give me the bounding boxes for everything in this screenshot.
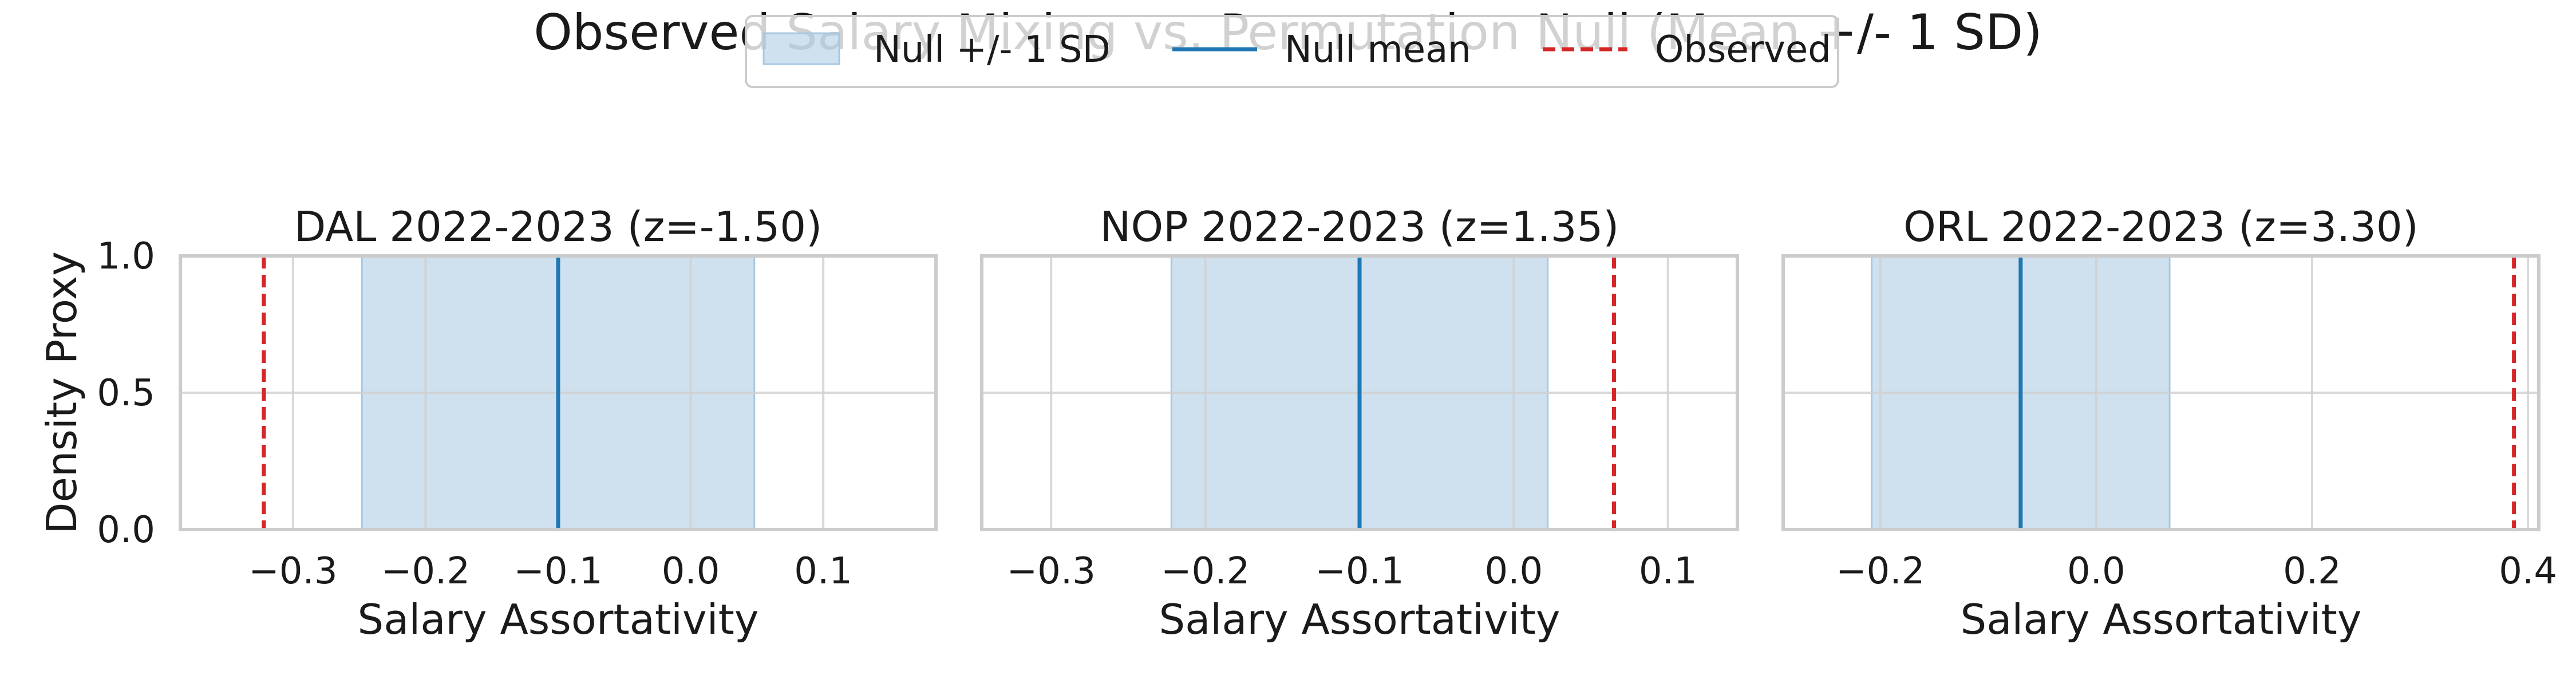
panel-1: DAL 2022-2023 (z=-1.50) −0.3 −0.2 −0.1 0.0 0.…	[38, 203, 938, 643]
panels: DAL 2022-2023 (z=-1.50) −0.3 −0.2 −0.1 0.0 0.…	[38, 203, 2557, 643]
legend-label: Null +/- 1 SD	[874, 29, 1111, 71]
y-tick-label: 1.0	[97, 235, 155, 278]
legend: Null +/- 1 SD Null mean Observed	[745, 15, 1839, 88]
y-axis-label: Density Proxy	[38, 251, 86, 534]
panel-title: NOP 2022-2023 (z=1.35)	[1100, 203, 1619, 251]
x-axis-label: Salary Assortativity	[1960, 595, 2361, 643]
panel-2: NOP 2022-2023 (z=1.35) −0.3 −0.2 −0.1 0.0 0.1…	[980, 203, 1739, 643]
x-tick-label: 0.1	[1639, 550, 1697, 593]
x-axis-label: Salary Assortativity	[1159, 595, 1560, 643]
panel-title: DAL 2022-2023 (z=-1.50)	[294, 203, 822, 251]
x-tick-label: −0.2	[381, 550, 470, 593]
legend-label: Observed	[1655, 29, 1831, 71]
x-tick-label: 0.0	[662, 550, 720, 593]
axes-frame	[1781, 254, 2541, 531]
axes-frame	[179, 254, 938, 531]
axes-frame	[980, 254, 1739, 531]
x-tick-label: −0.3	[248, 550, 337, 593]
x-tick-label: 0.0	[1484, 550, 1543, 593]
x-tick-label: 0.1	[794, 550, 852, 593]
x-axis-label: Salary Assortativity	[357, 595, 758, 643]
x-tick-label: −0.2	[1161, 550, 1250, 593]
legend-box	[745, 15, 1839, 88]
y-tick-label: 0.5	[97, 372, 155, 414]
x-tick-label: 0.0	[2067, 550, 2125, 593]
x-tick-label: 0.2	[2283, 550, 2341, 593]
x-tick-label: −0.1	[1315, 550, 1404, 593]
legend-band-swatch	[762, 32, 840, 65]
x-tick-label: −0.2	[1836, 550, 1925, 593]
panel-title: ORL 2022-2023 (z=3.30)	[1903, 203, 2419, 251]
y-tick-label: 0.0	[97, 509, 155, 551]
x-tick-label: 0.4	[2499, 550, 2557, 593]
legend-label: Null mean	[1285, 29, 1471, 71]
x-tick-label: −0.1	[513, 550, 602, 593]
x-tick-label: −0.3	[1007, 550, 1096, 593]
panel-3: ORL 2022-2023 (z=3.30) −0.2 0.0 0.2 0.4 Salar…	[1781, 203, 2557, 643]
